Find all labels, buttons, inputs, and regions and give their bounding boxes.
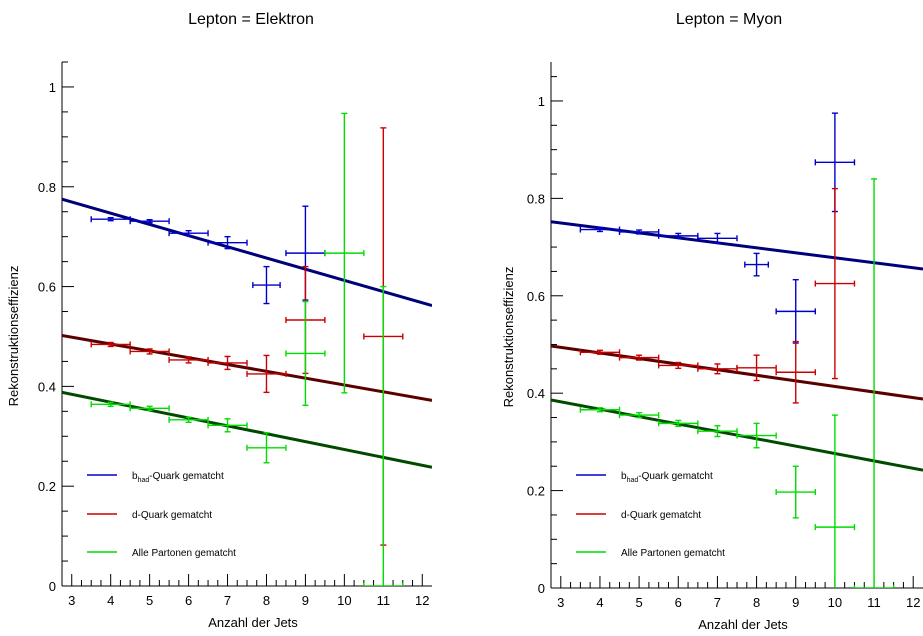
legend-label: bhad-Quark gematcht (621, 471, 713, 484)
x-tick-label: 11 (867, 595, 881, 610)
x-tick-label: 8 (263, 593, 270, 608)
data-point (246, 354, 287, 394)
data-point (129, 218, 170, 225)
fit-line (62, 334, 432, 402)
x-tick-label: 9 (792, 595, 799, 610)
data-point (246, 432, 287, 464)
data-point (90, 401, 131, 408)
y-tick-label: 0.2 (38, 479, 56, 494)
legend-entry: Alle Partonen gematcht (87, 548, 236, 559)
y-tick-label: 0.4 (38, 379, 56, 394)
chart-title: Lepton = Elektron (188, 11, 314, 28)
data-point (814, 187, 856, 380)
data-point (579, 406, 621, 413)
fit-line (551, 344, 923, 401)
data-point (775, 279, 817, 344)
chart-panel-myon: Lepton = Myon 3 4 5 6 7 8 9 10 11 12 0 0.2 0.4 0.6 0.8 1… (501, 11, 923, 632)
y-tick-label: 1 (538, 94, 545, 109)
x-tick-label: 10 (337, 593, 351, 608)
data-point (618, 228, 660, 235)
y-axis-label: Rekonstruktionseffizienz (501, 267, 516, 408)
x-tick-label: 4 (596, 595, 603, 610)
legend-entry: bhad-Quark gematcht (87, 471, 224, 484)
data-point (285, 300, 326, 407)
y-tick-label: 0.8 (527, 191, 545, 206)
x-tick-label: 3 (68, 593, 75, 608)
data-point (579, 349, 621, 356)
plot-area (551, 112, 923, 588)
data-point (363, 285, 404, 586)
data-point (736, 422, 777, 449)
data-point (168, 356, 209, 364)
data-point (736, 354, 777, 382)
data-point (618, 354, 660, 361)
x-tick-label: 12 (415, 593, 429, 608)
data-point (129, 405, 170, 412)
data-point (657, 232, 699, 240)
plot-area (62, 112, 432, 586)
x-tick-label: 7 (714, 595, 721, 610)
x-axis-label: Anzahl der Jets (698, 617, 788, 632)
legend-label: d-Quark gematcht (132, 510, 212, 521)
x-tick-label: 5 (635, 595, 642, 610)
legend-label: Alle Partonen gematcht (621, 548, 725, 559)
x-tick-label: 11 (377, 593, 391, 608)
x-tick-label: 10 (828, 595, 842, 610)
legend-label: Alle Partonen gematcht (132, 548, 236, 559)
data-point (618, 411, 660, 419)
y-tick-label: 0.2 (527, 484, 545, 499)
data-point (207, 235, 248, 250)
fit-line (62, 390, 432, 469)
chart-panel-elektron: Lepton = Elektron 3 4 5 6 7 8 9 10 11 12 0 0.2 0.4 0.6… (6, 11, 432, 630)
data-point (744, 252, 770, 277)
data-point (168, 416, 209, 424)
x-tick-label: 3 (557, 595, 564, 610)
data-point (90, 341, 131, 348)
legend-entry: d-Quark gematcht (87, 510, 212, 521)
data-point (168, 229, 209, 237)
data-point (697, 425, 738, 438)
data-point (657, 419, 699, 428)
y-tick-label: 1 (49, 80, 56, 95)
data-point (129, 348, 170, 355)
legend-entry: bhad-Quark gematcht (576, 471, 713, 484)
x-tick-label: 5 (146, 593, 153, 608)
y-axis-label: Rekonstruktionseffizienz (6, 266, 21, 407)
x-tick-label: 6 (675, 595, 682, 610)
data-point (814, 414, 856, 588)
data-point (252, 265, 281, 305)
data-point (775, 340, 817, 404)
x-tick-label: 12 (906, 595, 920, 610)
data-point (207, 418, 248, 433)
legend-entry: Alle Partonen gematcht (576, 548, 725, 559)
x-tick-label: 6 (185, 593, 192, 608)
data-point (853, 178, 895, 588)
fit-line (62, 197, 432, 307)
y-tick-label: 0.4 (527, 386, 545, 401)
y-tick-label: 0 (49, 579, 56, 594)
x-tick-label: 7 (224, 593, 231, 608)
legend-entry: d-Quark gematcht (576, 510, 701, 521)
data-point (775, 465, 817, 519)
data-point (324, 112, 365, 394)
y-tick-label: 0.8 (38, 180, 56, 195)
x-tick-label: 8 (753, 595, 760, 610)
fit-line (551, 220, 923, 271)
legend-label: d-Quark gematcht (621, 510, 701, 521)
y-tick-label: 0.6 (38, 280, 56, 295)
y-tick-label: 0.6 (527, 289, 545, 304)
x-tick-label: 4 (107, 593, 114, 608)
y-tick-label: 0 (538, 581, 545, 596)
legend-label: bhad-Quark gematcht (132, 471, 224, 484)
data-point (697, 232, 738, 244)
data-point (207, 355, 248, 371)
x-axis-label: Anzahl der Jets (208, 615, 298, 630)
x-tick-label: 9 (302, 593, 309, 608)
chart-title: Lepton = Myon (676, 11, 782, 28)
